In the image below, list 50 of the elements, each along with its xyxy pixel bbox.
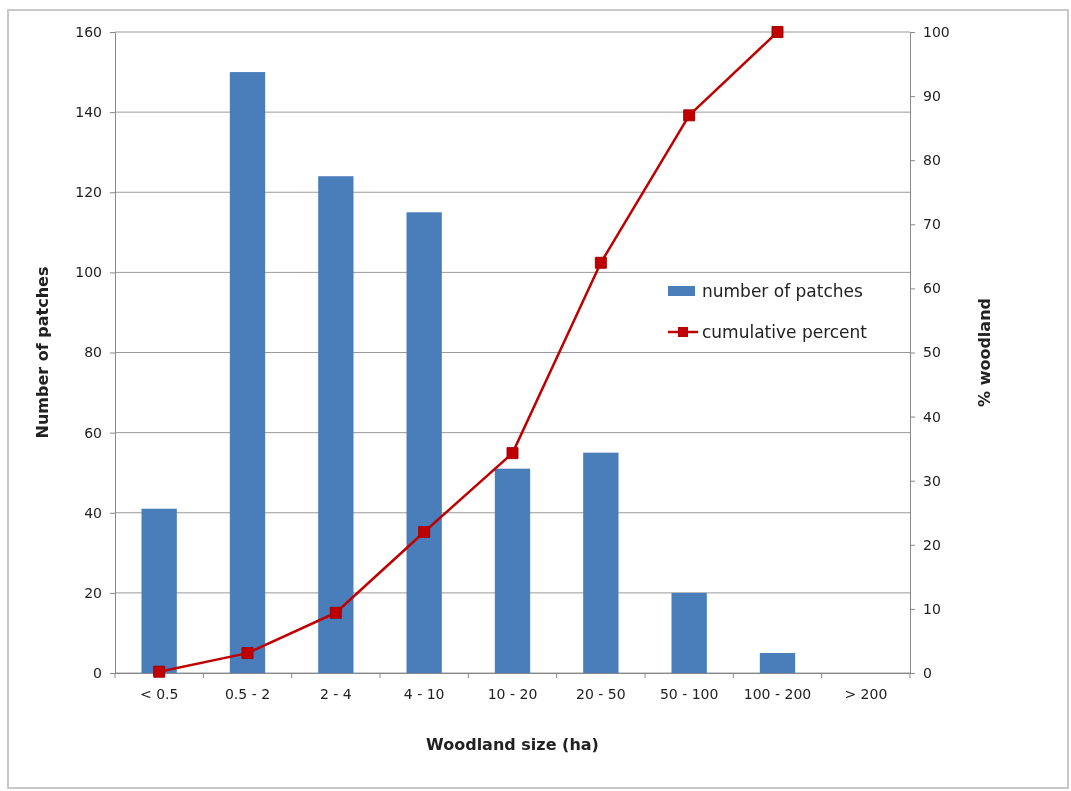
- y2-tick-label: 90: [923, 88, 941, 105]
- y-tick-label: 0: [93, 664, 102, 681]
- point: [771, 26, 784, 38]
- y2-tick-label: 70: [923, 216, 941, 233]
- y-axis-title: Number of patches: [33, 266, 52, 439]
- point: [241, 647, 254, 660]
- y2-tick-label: 10: [923, 600, 941, 617]
- legend-label: cumulative percent: [702, 322, 868, 342]
- point: [153, 665, 166, 678]
- y-tick-label: 80: [84, 344, 102, 361]
- y2-tick-label: 30: [923, 472, 941, 489]
- y-tick-label: 60: [84, 424, 102, 441]
- y-tick-label: 40: [84, 504, 102, 521]
- y-tick-label: 20: [84, 584, 102, 601]
- bar: [406, 212, 442, 673]
- x-tick-label: 10 - 20: [487, 685, 538, 702]
- x-tick-label: 4 - 10: [403, 685, 445, 702]
- x-tick-label: 50 - 100: [659, 685, 719, 702]
- x-tick-label: 0.5 - 2: [224, 685, 271, 702]
- bar: [494, 468, 531, 673]
- point: [506, 447, 519, 460]
- y2-tick-label: 50: [923, 344, 941, 361]
- point: [594, 256, 607, 269]
- y2-tick-label: 40: [923, 408, 941, 425]
- x-tick-label: 100 - 200: [743, 685, 812, 702]
- bar: [583, 452, 619, 673]
- y2-tick-label: 60: [923, 280, 941, 297]
- y2-tick-label: 100: [923, 23, 950, 40]
- x-axis-title: Woodland size (ha): [426, 735, 599, 754]
- bar: [141, 508, 177, 673]
- x-tick-label: > 200: [844, 685, 888, 702]
- x-tick-label: 2 - 4: [319, 685, 352, 702]
- y2-tick-label: 20: [923, 536, 941, 553]
- bar: [229, 72, 266, 673]
- bar: [671, 592, 707, 673]
- bar: [759, 652, 796, 673]
- y-tick-label: 160: [75, 23, 102, 40]
- y2-axis-title: % woodland: [975, 298, 994, 407]
- x-tick-label: 20 - 50: [576, 685, 626, 702]
- point: [683, 109, 696, 122]
- legend-label: number of patches: [702, 281, 863, 301]
- point: [418, 526, 431, 538]
- y2-tick-label: 80: [923, 152, 941, 169]
- y-tick-label: 140: [75, 104, 102, 121]
- point: [329, 606, 342, 619]
- y-tick-label: 120: [75, 184, 102, 201]
- x-tick-label: < 0.5: [139, 685, 179, 702]
- y2-tick-label: 0: [923, 664, 932, 681]
- y-tick-label: 100: [75, 264, 102, 281]
- bar: [318, 176, 354, 673]
